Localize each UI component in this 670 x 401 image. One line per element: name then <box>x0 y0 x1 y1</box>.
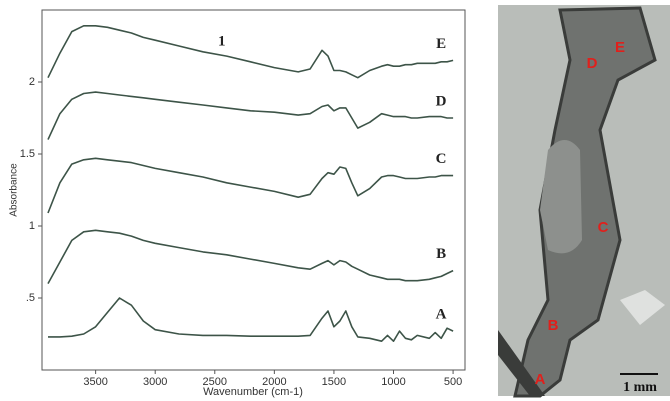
x-tick-label: 3500 <box>83 376 107 388</box>
spectrum-line <box>47 157 454 214</box>
series-label: B <box>436 246 446 262</box>
scale-bar-label: 1 mm <box>623 380 657 395</box>
spectrum-line <box>47 91 454 140</box>
inclusion <box>540 140 582 254</box>
x-tick-label: 1500 <box>322 376 346 388</box>
series-label: C <box>436 151 447 167</box>
series-label: D <box>436 93 447 109</box>
x-axis-title: Wavenumber (cm-1) <box>203 386 303 398</box>
spectrum-line <box>48 297 454 343</box>
x-tick-label: 500 <box>444 376 462 388</box>
y-axis-title: Absorbance <box>9 163 20 217</box>
image-label: C <box>598 219 609 236</box>
series-label: E <box>436 36 446 52</box>
image-label: A <box>535 371 546 388</box>
image-label: B <box>548 317 559 334</box>
y-tick-label: 1.5 <box>20 148 35 160</box>
x-tick-label: 3000 <box>143 376 167 388</box>
spectrum-line <box>47 229 454 284</box>
micrograph: D E C B A 1 mm <box>498 5 670 398</box>
series-label: A <box>436 307 447 323</box>
x-tick-label: 2000 <box>262 376 286 388</box>
edge <box>498 330 545 396</box>
y-tick-label: 2 <box>29 76 35 88</box>
annotation: 1 <box>218 34 226 50</box>
image-label: D <box>587 55 598 72</box>
x-tick-label: 1000 <box>381 376 405 388</box>
y-tick-label: .5 <box>26 292 35 304</box>
fragment <box>620 290 665 325</box>
x-tick-label: 2500 <box>203 376 227 388</box>
y-tick-label: 1 <box>29 220 35 232</box>
plot-frame <box>41 9 466 371</box>
spectrum-line <box>47 24 454 79</box>
image-label: E <box>615 39 625 56</box>
